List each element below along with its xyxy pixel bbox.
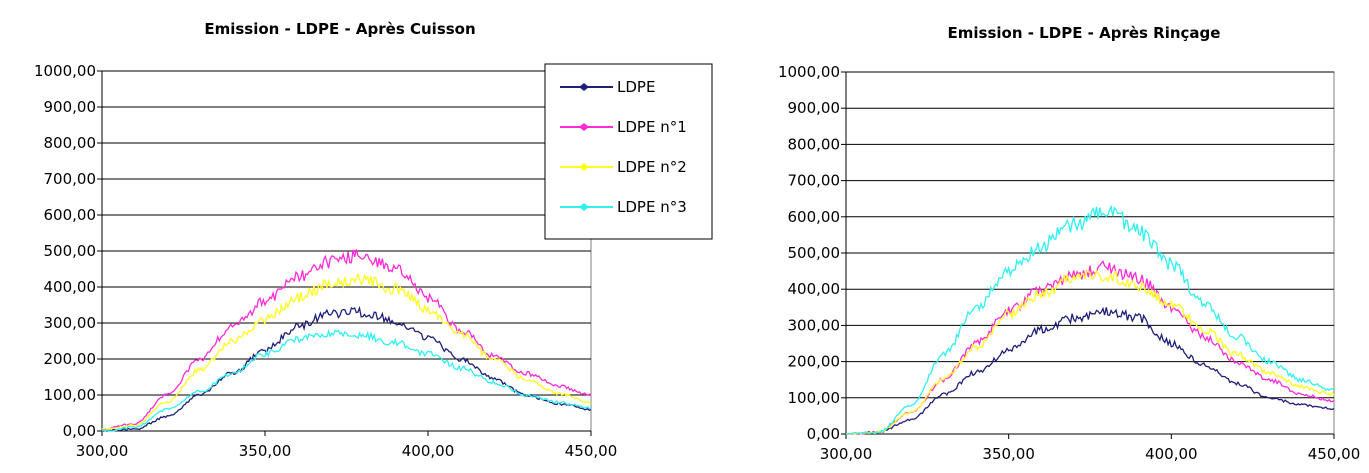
y-tick-label: 500,00 (788, 244, 841, 262)
x-tick-label: 450,00 (1308, 445, 1361, 463)
chart-title: Emission - LDPE - Après Rinçage (948, 24, 1221, 42)
legend-box (544, 63, 713, 240)
legend-label: LDPE n°2 (617, 158, 687, 176)
y-tick-label: 0,00 (63, 422, 96, 440)
legend-marker (579, 123, 589, 131)
series-line-4 (846, 204, 1335, 435)
y-tick-label: 0,00 (807, 425, 840, 443)
legend-label: LDPE (617, 78, 655, 96)
legend-label: LDPE n°3 (617, 198, 687, 216)
series-line-2 (101, 249, 592, 431)
legend-marker (579, 203, 589, 211)
legend-label: LDPE n°1 (617, 118, 687, 136)
y-tick-label: 900,00 (44, 98, 97, 116)
x-tick-label: 350,00 (982, 445, 1035, 463)
chart-1: Emission - LDPE - Après Cuisson 0,00 100,0… (34, 20, 713, 460)
x-tick-label: 400,00 (1145, 445, 1198, 463)
y-tick-label: 100,00 (44, 386, 97, 404)
x-tick-label: 300,00 (820, 445, 873, 463)
series-line-2 (845, 260, 1335, 435)
y-tick-label: 700,00 (788, 172, 841, 190)
series-line-3 (101, 272, 592, 431)
y-tick-label: 900,00 (788, 99, 841, 117)
x-tick-label: 350,00 (239, 442, 292, 460)
y-tick-label: 1000,00 (34, 62, 96, 80)
series-line-3 (845, 269, 1335, 435)
y-tick-label: 300,00 (44, 314, 97, 332)
y-tick-label: 700,00 (44, 170, 97, 188)
y-tick-label: 600,00 (788, 208, 841, 226)
x-tick-label: 300,00 (76, 442, 129, 460)
series-line-1 (101, 305, 592, 432)
x-tick-label: 450,00 (565, 442, 618, 460)
y-tick-label: 100,00 (788, 389, 841, 407)
legend-marker (579, 83, 589, 91)
chart-2: Emission - LDPE - Après Rinçage 0,00 100,0… (778, 24, 1360, 463)
y-tick-label: 200,00 (788, 353, 841, 371)
series-line-1 (845, 306, 1335, 435)
y-tick-label: 1000,00 (778, 63, 840, 81)
y-tick-label: 800,00 (788, 135, 841, 153)
y-tick-label: 800,00 (44, 134, 97, 152)
y-tick-label: 400,00 (788, 280, 841, 298)
y-tick-label: 500,00 (44, 242, 97, 260)
chart-title: Emission - LDPE - Après Cuisson (204, 20, 475, 38)
y-tick-label: 400,00 (44, 278, 97, 296)
legend: LDPE LDPE n°1 LDPE n°2 LDPE n°3 (544, 63, 713, 240)
y-tick-label: 300,00 (788, 316, 841, 334)
x-tick-label: 400,00 (402, 442, 455, 460)
legend-marker (579, 163, 589, 171)
y-tick-label: 600,00 (44, 206, 97, 224)
y-tick-label: 200,00 (44, 350, 97, 368)
series-line-4 (101, 329, 591, 432)
